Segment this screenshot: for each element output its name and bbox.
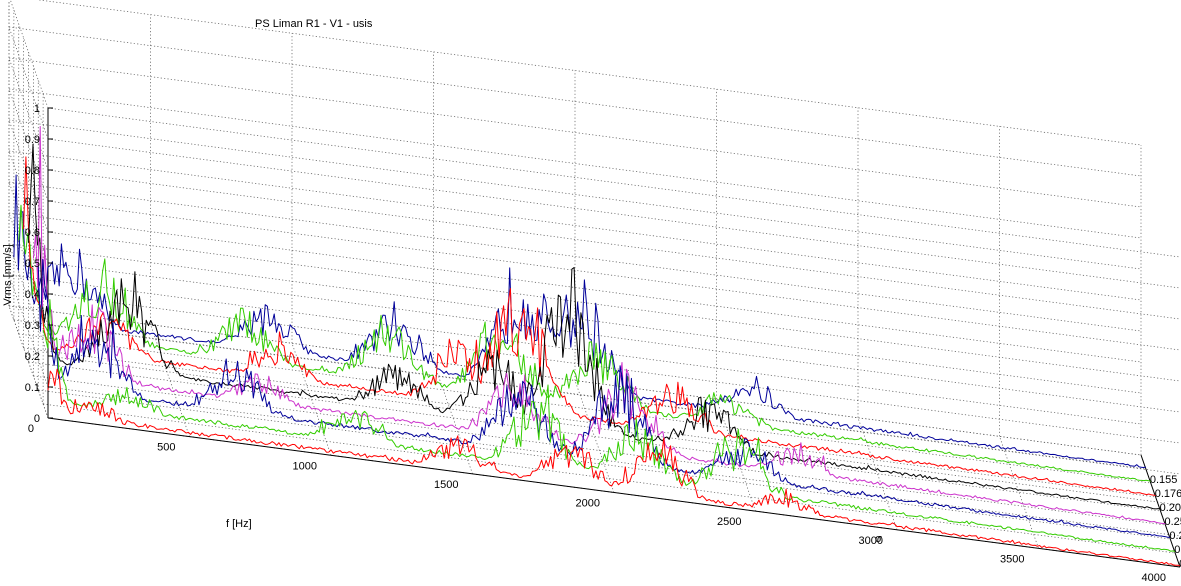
chart-title: PS Liman R1 - V1 - usis	[255, 18, 373, 30]
grid-line	[150, 324, 190, 437]
grid-line	[28, 361, 1161, 512]
z-tick-label: 0.9	[25, 134, 40, 146]
grid-line	[8, 274, 49, 388]
grid-line	[574, 380, 615, 493]
spectra-traces	[13, 126, 1181, 567]
grid-line	[8, 88, 49, 202]
y-tick-label: 0.176	[1155, 488, 1181, 500]
grid-line	[8, 212, 49, 326]
grid-line	[47, 107, 1181, 258]
z-tick-label: 0.1	[25, 382, 40, 394]
x-tick-label: 2500	[717, 516, 741, 528]
z-tick-label: 0.8	[25, 165, 40, 177]
grid-line	[8, 243, 49, 357]
z-tick-label: 0.6	[25, 227, 40, 239]
grid-line	[10, 0, 49, 109]
z-tick-label: 0.5	[25, 258, 40, 270]
grid-line	[8, 26, 49, 140]
spectrum-trace-2	[42, 299, 1176, 553]
grid-line	[716, 399, 756, 512]
grid-line	[8, 119, 49, 233]
y-tick-label: 0.155	[1150, 474, 1178, 486]
grid-line	[47, 200, 1181, 351]
spectrum-trace-5	[28, 143, 1161, 510]
x-tick-label: 4000	[1142, 572, 1166, 584]
y-axis-line	[1140, 454, 1181, 568]
x-tick-label: 1500	[434, 479, 458, 491]
y-tick-label: 0.398	[1179, 558, 1181, 570]
z-tick-label: 0.3	[25, 320, 40, 332]
grid-lines	[8, 0, 1181, 568]
spectrum-trace-7	[18, 204, 1151, 482]
x-tick-label: 2000	[576, 498, 600, 510]
grid-line	[8, 305, 49, 419]
grid-line	[999, 436, 1039, 549]
x-tick-label: 500	[157, 442, 175, 454]
grid-line	[433, 361, 473, 474]
grid-line	[857, 417, 898, 530]
tick-labels: 0 0.1 0.2 0.3 0.4 0.5 0.6 0.7 0.8 0.9 1 0 500 1000 150…	[25, 103, 1181, 584]
z-tick-label: 0.2	[25, 351, 40, 363]
x-tick-label: 3500	[1000, 553, 1024, 565]
y-tick-label: 0.206	[1160, 502, 1181, 514]
spectrum-trace-3	[37, 258, 1171, 538]
grid-line	[8, 150, 49, 264]
grid-line	[23, 347, 1156, 498]
spectrum-trace-4	[32, 126, 1166, 525]
axes	[47, 108, 1181, 568]
spectrum-trace-6	[23, 156, 1156, 496]
y-axis-label: σ	[875, 533, 882, 545]
x-tick-label: 0	[28, 423, 34, 435]
x-axis-line	[47, 417, 1181, 568]
z-tick-label: 0.7	[25, 196, 40, 208]
z-axis-label: Vrms [mm/s]	[2, 244, 14, 305]
grid-line	[47, 231, 1181, 382]
grid-line	[38, 389, 1171, 540]
grid-line	[36, 0, 1142, 146]
y-tick-label: 0.334	[1174, 544, 1181, 556]
spectrum-trace-1	[47, 368, 1181, 567]
x-axis-label: f [Hz]	[226, 518, 252, 530]
grid-line	[47, 138, 1181, 289]
x-tick-label: 3000	[859, 535, 883, 547]
z-tick-label: 0	[34, 413, 40, 425]
y-tick-label: 0.296	[1169, 530, 1181, 542]
grid-line	[47, 169, 1181, 320]
grid-line	[8, 57, 49, 171]
z-tick-label: 0.4	[25, 289, 40, 301]
z-tick-label: 1	[34, 103, 40, 115]
x-tick-label: 1000	[293, 460, 317, 472]
y-tick-label: 0.259	[1165, 516, 1181, 528]
